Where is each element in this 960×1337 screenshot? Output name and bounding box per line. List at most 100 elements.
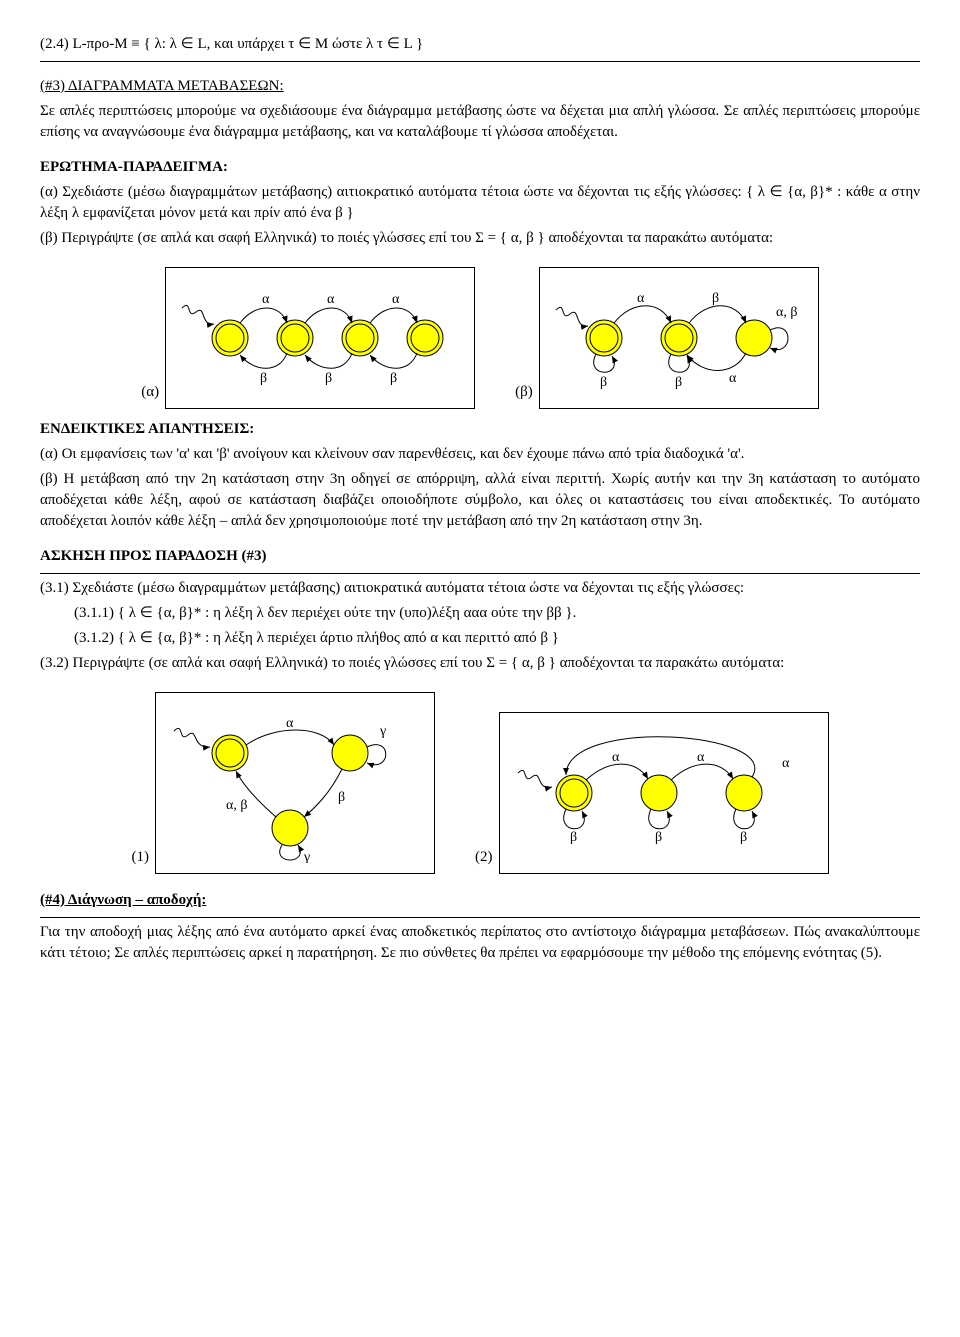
edge <box>280 845 301 860</box>
start-arrow-icon <box>182 305 214 324</box>
edge-label: α <box>262 292 270 307</box>
diagram-b-label: (β) <box>515 382 533 409</box>
edge <box>733 809 754 829</box>
state-node <box>212 735 248 771</box>
start-arrow-icon <box>556 307 588 326</box>
edge-label: β <box>260 371 267 386</box>
edge <box>370 308 417 323</box>
diagram-row-1: (α) <box>40 267 920 409</box>
diagram-2-frame: α α α β β β <box>499 712 829 874</box>
edge <box>689 306 746 323</box>
rule <box>40 573 920 574</box>
erotima-head: ΕΡΩΤΗΜΑ-ΠΑΡΑΔΕΙΓΜΑ: <box>40 157 920 178</box>
edge-label: α <box>392 292 400 307</box>
sec4-body: Για την αποδοχή μιας λέξης από ένα αυτόμ… <box>40 922 920 964</box>
erotima-b: (β) Περιγράψτε (σε απλά και σαφή Ελληνικ… <box>40 228 920 249</box>
ex-3-1-1: (3.1.1) { λ ∈ {α, β}* : η λέξη λ δεν περ… <box>74 603 920 624</box>
edge-label: α <box>286 716 294 731</box>
edge-label: β <box>712 291 719 306</box>
edge <box>770 328 788 350</box>
edge-label: β <box>325 371 332 386</box>
state-node <box>212 320 248 356</box>
edge <box>563 809 584 829</box>
start-arrow-icon <box>518 770 552 787</box>
diagram-a-label: (α) <box>141 382 159 409</box>
rule <box>40 917 920 918</box>
edge <box>367 745 386 765</box>
edge <box>240 353 287 368</box>
state-node <box>407 320 443 356</box>
sec4-heading: (#4) Διάγνωση – αποδοχή: <box>40 890 920 911</box>
edge-label: α <box>612 750 620 765</box>
edge-label: α <box>782 756 790 771</box>
edge <box>586 764 648 780</box>
state-node <box>277 320 313 356</box>
state-node <box>586 320 622 356</box>
start-arrow-icon <box>174 728 210 747</box>
edge-label: β <box>655 830 662 845</box>
edge <box>305 308 352 323</box>
edge-label: β <box>675 375 682 390</box>
edge-label: β <box>390 371 397 386</box>
sec3-body: Σε απλές περιπτώσεις μπορούμε να σχεδιάσ… <box>40 101 920 143</box>
ex-3-1: (3.1) Σχεδιάστε (μέσω διαγραμμάτων μετάβ… <box>40 578 920 599</box>
diagram-a-svg: α α α β β β <box>180 278 460 398</box>
edge-label: α <box>697 750 705 765</box>
rule <box>40 61 920 62</box>
erotima-head-text: ΕΡΩΤΗΜΑ-ΠΑΡΑΔΕΙΓΜΑ: <box>40 159 228 175</box>
edge <box>370 353 417 368</box>
answers-head: ΕΝΔΕΙΚΤΙΚΕΣ ΑΠΑΝΤΗΣΕΙΣ: <box>40 419 920 440</box>
edge <box>240 308 287 323</box>
sec3-heading-text: (#3) ΔΙΑΓΡΑΜΜΑΤΑ ΜΕΤΑΒΑΣΕΩΝ: <box>40 78 284 94</box>
diagram-1-wrap: (1) <box>132 692 436 874</box>
answers-a: (α) Οι εμφανίσεις των 'α' και 'β' ανοίγο… <box>40 444 920 465</box>
answers-b: (β) Η μετάβαση από την 2η κατάσταση στην… <box>40 469 920 532</box>
diagram-1-label: (1) <box>132 847 150 874</box>
sec4-heading-text: (#4) Διάγνωση – αποδοχή: <box>40 892 206 908</box>
edge-label: α, β <box>226 798 247 813</box>
edge <box>648 809 669 829</box>
edge <box>668 354 689 372</box>
state-node <box>661 320 697 356</box>
edge <box>614 306 671 323</box>
edge-label: α, β <box>776 305 797 320</box>
diagram-b-frame: α β α, β β β α <box>539 267 819 409</box>
edge-label: γ <box>303 850 310 863</box>
edge-label: γ <box>379 724 386 739</box>
diagram-2-label: (2) <box>475 847 493 874</box>
edge <box>304 769 342 817</box>
exercise-head: ΑΣΚΗΣΗ ΠΡΟΣ ΠΑΡΑΔΟΣΗ (#3) <box>40 546 920 567</box>
state-node <box>726 775 762 811</box>
state-node <box>272 810 308 846</box>
edge-label: β <box>740 830 747 845</box>
edge-label: α <box>729 371 737 386</box>
diagram-a-wrap: (α) <box>141 267 475 409</box>
edge-label: β <box>570 830 577 845</box>
edge <box>687 353 746 371</box>
diagram-b-wrap: (β) <box>515 267 819 409</box>
edge <box>593 354 614 372</box>
edge <box>305 353 352 368</box>
diagram-2-wrap: (2) <box>475 712 829 874</box>
state-node <box>556 775 592 811</box>
diagram-1-frame: α γ β α, β γ <box>155 692 435 874</box>
edge-label: β <box>600 375 607 390</box>
ex-3-2: (3.2) Περιγράψτε (σε απλά και σαφή Ελλην… <box>40 653 920 674</box>
edge <box>671 764 733 780</box>
state-node <box>342 320 378 356</box>
edge-label: β <box>338 790 345 805</box>
state-node <box>332 735 368 771</box>
diagram-1-svg: α γ β α, β γ <box>170 703 420 863</box>
erotima-a: (α) Σχεδιάστε (μέσω διαγραμμάτων μετάβασ… <box>40 182 920 224</box>
diagram-a-frame: α α α β β β <box>165 267 475 409</box>
diagram-b-svg: α β α, β β β α <box>554 278 804 398</box>
diagram-2-svg: α α α β β β <box>514 723 814 863</box>
state-node <box>641 775 677 811</box>
ex-3-1-2: (3.1.2) { λ ∈ {α, β}* : η λέξη λ περιέχε… <box>74 628 920 649</box>
edge-label: α <box>327 292 335 307</box>
exercise-head-text: ΑΣΚΗΣΗ ΠΡΟΣ ΠΑΡΑΔΟΣΗ (#3) <box>40 548 266 564</box>
state-node <box>736 320 772 356</box>
edge <box>246 730 334 745</box>
def-2-4: (2.4) L-προ-M ≡ { λ: λ ∈ L, και υπάρχει … <box>40 34 920 55</box>
edge-label: α <box>637 291 645 306</box>
